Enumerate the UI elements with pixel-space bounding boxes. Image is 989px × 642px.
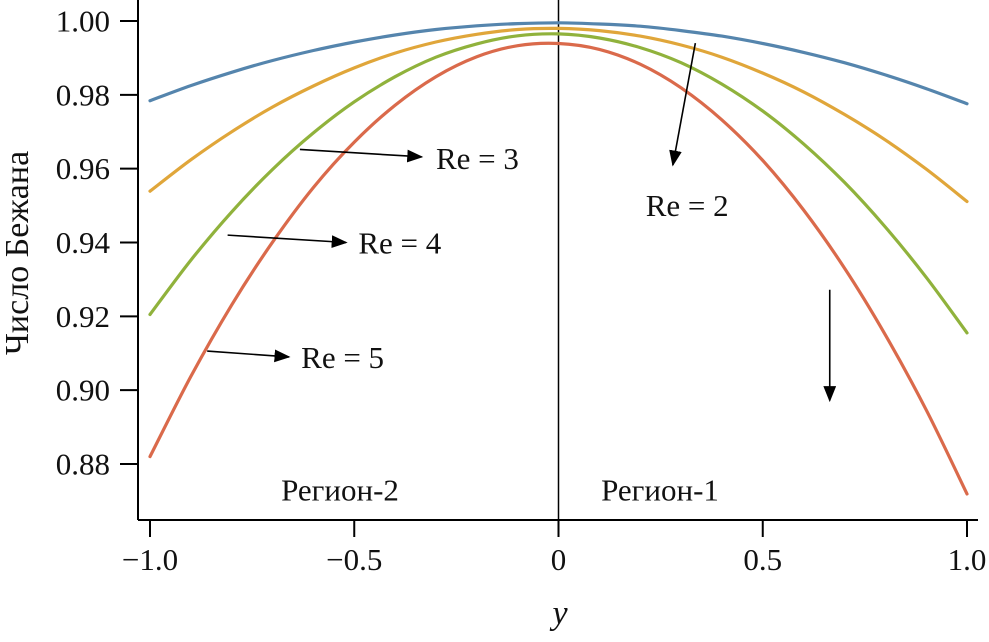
x-tick-label: 0 [551, 542, 567, 577]
annotation-arrow [207, 349, 291, 363]
annotation-label: Re = 4 [358, 226, 441, 261]
axes-group: 1.00 0.98 0.96 0.94 0.92 0.90 0.88 −1.0 −0.5 0 0.5… [56, 0, 987, 577]
x-tick-label: 1.0 [948, 542, 987, 577]
y-axis-title: Число Бежана [0, 151, 36, 355]
curve-re4 [148, 32, 969, 335]
curves-group [148, 21, 969, 496]
annotation-arrow [669, 43, 697, 167]
annotation-label: Re = 2 [646, 188, 729, 223]
curve-re2 [148, 21, 969, 106]
x-tick-label: −1.0 [122, 542, 178, 577]
annotation-label: Re = 5 [301, 340, 384, 375]
x-tick-label: 0.5 [743, 542, 782, 577]
y-tick-label: 0.98 [56, 77, 110, 112]
y-tick-label: 0.88 [56, 447, 110, 482]
annotation-label: Re = 3 [436, 141, 519, 176]
y-tick-label: 0.96 [56, 151, 110, 186]
y-tick-label: 1.00 [56, 4, 110, 39]
curve-re5 [148, 41, 969, 496]
annotation-arrow [299, 148, 424, 163]
x-axis-title: y [549, 595, 568, 632]
region-left-label: Регион-2 [281, 473, 399, 508]
annotation-arrow [227, 234, 348, 248]
curve-re3 [148, 26, 969, 204]
y-tick-label: 0.90 [56, 373, 110, 408]
y-tick-label: 0.94 [56, 225, 111, 260]
x-tick-label: −0.5 [326, 542, 382, 577]
region-right-label: Регион-1 [601, 473, 719, 508]
y-tick-label: 0.92 [56, 299, 110, 334]
annotations-group: Re = 2 Re = 3 Re = 4 Re = 5 [207, 43, 837, 403]
